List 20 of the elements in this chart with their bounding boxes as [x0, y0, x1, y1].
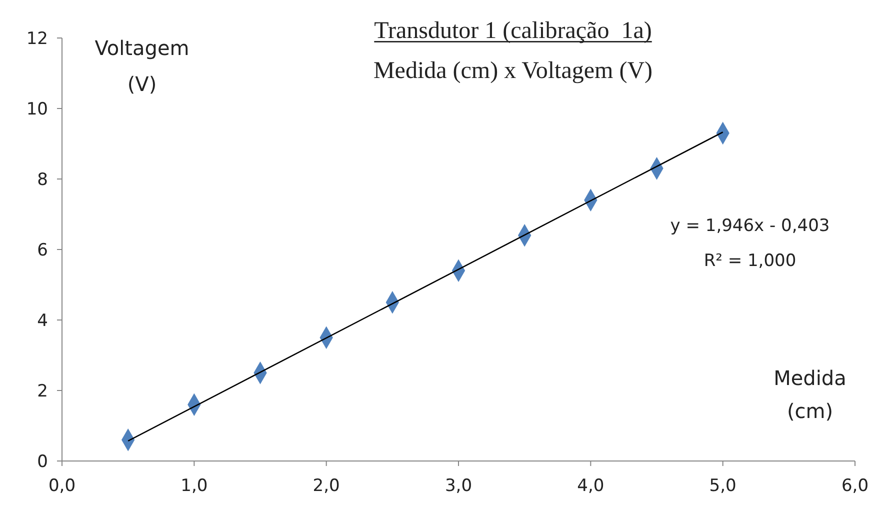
x-tick-label: 3,0: [444, 476, 472, 496]
x-tick-label: 4,0: [577, 476, 604, 496]
y-tick-label: 10: [26, 99, 48, 120]
text: Medida (cm) x Voltagem (V): [373, 58, 653, 84]
y-axis-title: Voltagem (V): [94, 36, 190, 96]
chart-title: Transdutor 1 (calibração 1a): [374, 18, 652, 44]
y-tick-label: 8: [37, 170, 48, 190]
y-tick-label: 4: [37, 310, 48, 331]
x-tick-label: 6,0: [841, 476, 869, 496]
y-tick-label: 6: [37, 240, 48, 260]
x-tick-label: 5,0: [709, 476, 736, 496]
x-tick-label: 2,0: [312, 476, 340, 496]
x-tick-label: 1,0: [180, 476, 208, 496]
x-axis-title: Medida (cm): [774, 366, 846, 423]
annotation: y = 1,946x - 0,403: [670, 216, 830, 236]
x-tick-label: 0,0: [48, 476, 76, 496]
annotation: R² = 1,000: [704, 251, 796, 271]
y-tick-label: 0: [37, 452, 48, 472]
y-tick-label: 12: [26, 28, 48, 49]
y-tick-label: 2: [37, 381, 48, 402]
